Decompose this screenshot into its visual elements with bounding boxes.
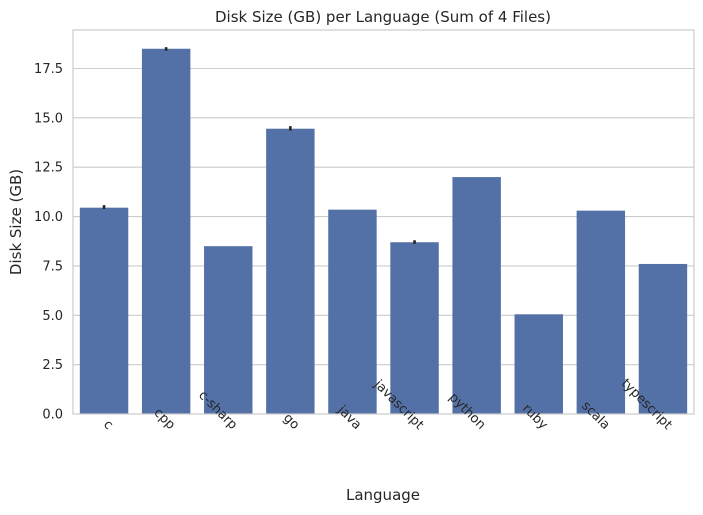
bar-c-sharp — [204, 246, 253, 414]
bars — [79, 48, 688, 414]
chart-title: Disk Size (GB) per Language (Sum of 4 Fi… — [215, 8, 551, 26]
bar-java — [328, 209, 377, 414]
x-tick-label: c — [100, 417, 116, 433]
bar-python — [452, 177, 501, 414]
bar-ruby — [514, 314, 563, 414]
x-axis-label: Language — [346, 486, 420, 504]
bar-typescript — [638, 263, 688, 414]
y-tick-label: 2.5 — [42, 358, 63, 373]
error-bars — [102, 47, 416, 244]
y-tick-label: 0.0 — [42, 408, 63, 423]
y-tick-label: 15.0 — [34, 111, 63, 126]
y-tick-label: 5.0 — [42, 309, 63, 324]
y-tick-label: 12.5 — [34, 161, 63, 176]
bar-javascript — [390, 242, 439, 414]
y-tick-label: 10.0 — [34, 210, 63, 225]
plot-frame — [72, 29, 695, 415]
bar-scala — [576, 210, 626, 414]
y-tick-labels: 0.0 2.5 5.0 7.5 10.0 12.5 15.0 17.5 — [34, 62, 63, 423]
y-tick-label: 7.5 — [42, 259, 63, 274]
bar-go — [266, 128, 315, 414]
y-tick-label: 17.5 — [34, 62, 63, 77]
bar-cpp — [141, 48, 191, 414]
y-axis-label: Disk Size (GB) — [7, 169, 25, 275]
bar-c — [79, 207, 129, 414]
